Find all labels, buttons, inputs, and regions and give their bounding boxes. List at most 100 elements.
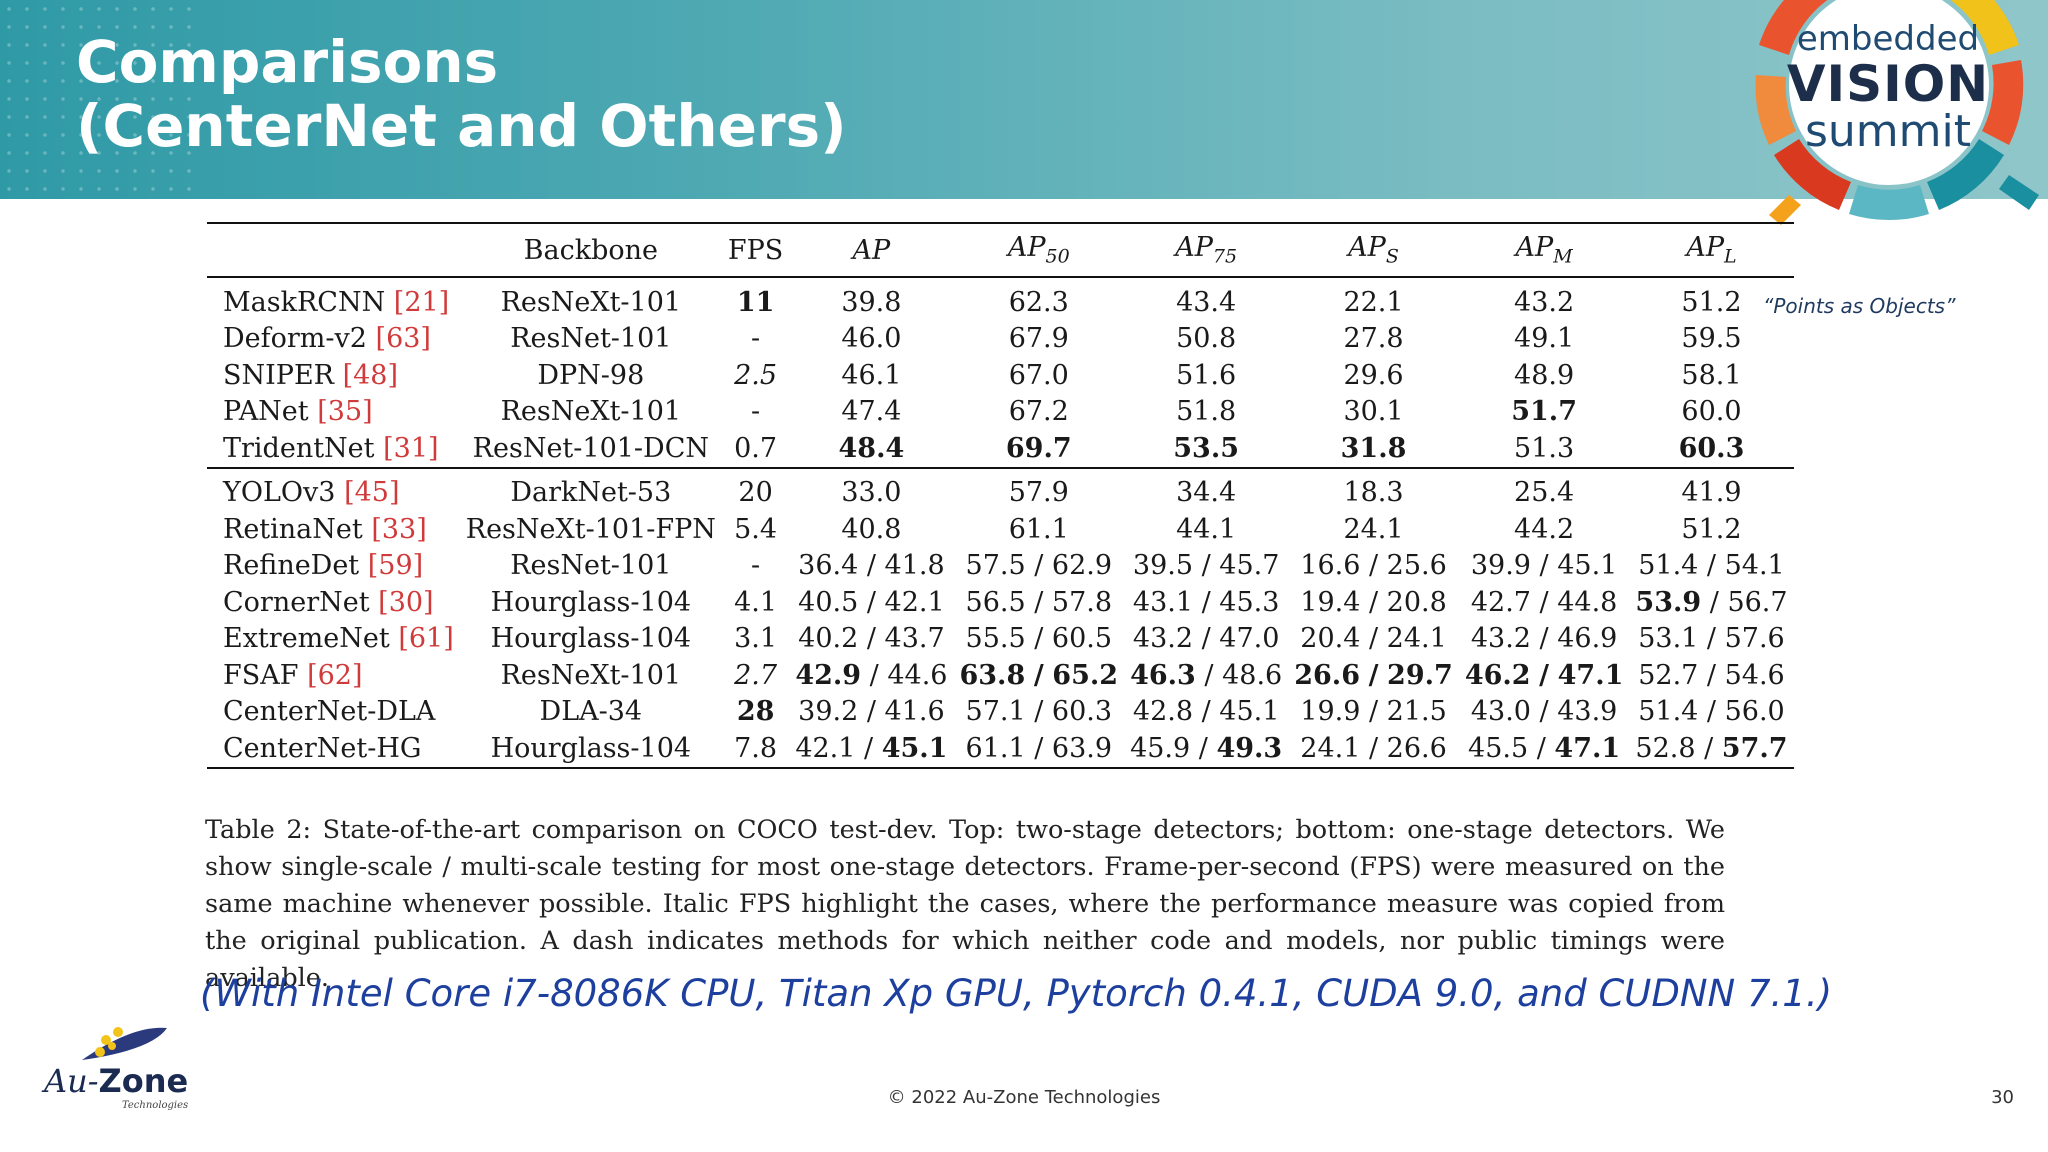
page-number: 30 xyxy=(1991,1087,2014,1108)
side-note: “Points as Objects” xyxy=(1763,294,1956,318)
ap-cell: 40.2 / 43.7 xyxy=(798,623,945,655)
apl-cell: 51.4 / 54.1 xyxy=(1638,550,1785,582)
table-row: TridentNet [31] ResNet-101-DCN 0.7 48.4 … xyxy=(207,430,1794,468)
ap50-cell: 56.5 / 57.8 xyxy=(965,586,1113,618)
aps-cell: 22.1 xyxy=(1343,286,1404,318)
au-zone-logo: Au-Zone Technologies xyxy=(42,1020,202,1115)
ap75-cell: 43.1 / 45.3 xyxy=(1132,586,1280,618)
table-row: MaskRCNN [21] ResNeXt-101 11 39.8 62.3 4… xyxy=(207,277,1794,321)
method-cell: ExtremeNet [61] xyxy=(223,623,454,655)
ap50-cell: 69.7 xyxy=(1005,432,1072,464)
aps-cell: 31.8 xyxy=(1340,432,1407,464)
apl-cell: 51.4 / 56.0 xyxy=(1638,696,1785,728)
fps-cell: 28 xyxy=(736,696,775,728)
table-row: FSAF [62] ResNeXt-101 2.7 42.9 / 44.6 63… xyxy=(207,657,1794,694)
ap75-cell: 51.8 xyxy=(1176,396,1237,428)
apm-cell: 42.7 / 44.8 xyxy=(1470,586,1618,618)
apl-cell: 52.7 / 54.6 xyxy=(1638,659,1785,691)
au-zone-wordmark: Au-Zone xyxy=(44,1062,189,1100)
ap75-cell: 53.5 xyxy=(1173,432,1240,464)
ap75-cell: 34.4 xyxy=(1176,477,1237,509)
fps-cell: 11 xyxy=(736,286,775,318)
apm-cell: 43.2 xyxy=(1514,286,1575,318)
ap50-cell: 61.1 / 63.9 xyxy=(965,732,1113,764)
aps-cell: 26.6 / 29.7 xyxy=(1294,659,1453,691)
embedded-vision-summit-logo xyxy=(1730,0,2048,245)
ap-cell: 47.4 xyxy=(841,396,902,428)
apm-cell: 49.1 xyxy=(1514,323,1575,355)
method-cell: RetinaNet [33] xyxy=(223,513,427,545)
header-apl: APL xyxy=(1686,232,1737,268)
backbone-cell: ResNet-101-DCN xyxy=(472,432,709,464)
slide-title-line1: Comparisons xyxy=(76,28,499,96)
table-header-row: Backbone FPS AP AP50 AP75 APS APM APL xyxy=(207,223,1794,277)
method-cell: CenterNet-HG xyxy=(223,732,422,764)
aps-cell: 24.1 xyxy=(1343,513,1404,545)
ap-cell: 33.0 xyxy=(841,477,902,509)
method-cell: CornerNet [30] xyxy=(223,586,434,618)
method-cell: Deform-v2 [63] xyxy=(223,323,431,355)
ap75-cell: 43.4 xyxy=(1176,286,1237,318)
table-row: YOLOv3 [45] DarkNet-53 20 33.0 57.9 34.4… xyxy=(207,468,1794,512)
ap50-cell: 57.1 / 60.3 xyxy=(965,696,1113,728)
fps-cell: 20 xyxy=(738,477,773,509)
backbone-cell: DLA-34 xyxy=(539,696,643,728)
method-cell: SNIPER [48] xyxy=(223,359,399,391)
table-row: CenterNet-DLA DLA-34 28 39.2 / 41.6 57.1… xyxy=(207,694,1794,731)
backbone-cell: DPN-98 xyxy=(537,359,645,391)
fps-cell: 3.1 xyxy=(734,623,778,655)
fps-cell: 2.5 xyxy=(734,359,778,391)
ap75-cell: 46.3 / 48.6 xyxy=(1130,659,1283,691)
ap75-cell: 45.9 / 49.3 xyxy=(1130,732,1283,764)
table-row: CenterNet-HG Hourglass-104 7.8 42.1 / 45… xyxy=(207,730,1794,768)
apm-cell: 46.2 / 47.1 xyxy=(1464,659,1624,691)
ap-cell: 48.4 xyxy=(838,432,905,464)
ap50-cell: 67.0 xyxy=(1008,359,1069,391)
apm-cell: 43.0 / 43.9 xyxy=(1470,696,1618,728)
ap50-cell: 67.2 xyxy=(1008,396,1069,428)
ap-cell: 39.8 xyxy=(841,286,902,318)
ap75-cell: 43.2 / 47.0 xyxy=(1132,623,1280,655)
fps-cell: - xyxy=(751,396,761,428)
footer-copyright: © 2022 Au-Zone Technologies xyxy=(887,1087,1161,1108)
fps-cell: 7.8 xyxy=(734,732,778,764)
hardware-note: (With Intel Core i7-8086K CPU, Titan Xp … xyxy=(200,972,1833,1015)
comparison-table-wrap: Backbone FPS AP AP50 AP75 APS APM APL Ma… xyxy=(207,222,1794,769)
header-aps: APS xyxy=(1348,232,1399,268)
ap50-cell: 57.9 xyxy=(1008,477,1069,509)
ap75-cell: 42.8 / 45.1 xyxy=(1132,696,1280,728)
backbone-cell: ResNeXt-101-FPN xyxy=(465,513,716,545)
aps-cell: 20.4 / 24.1 xyxy=(1300,623,1447,655)
table-row: Deform-v2 [63] ResNet-101 - 46.0 67.9 50… xyxy=(207,321,1794,358)
one-stage-detectors: YOLOv3 [45] DarkNet-53 20 33.0 57.9 34.4… xyxy=(207,467,1794,768)
apm-cell: 51.3 xyxy=(1514,432,1575,464)
slide-title: Comparisons (CenterNet and Others) xyxy=(76,30,847,158)
apl-cell: 58.1 xyxy=(1681,359,1742,391)
logo-line-embedded: embedded xyxy=(1796,19,1980,59)
ap-cell: 42.9 / 44.6 xyxy=(795,659,948,691)
ap50-cell: 67.9 xyxy=(1008,323,1069,355)
table-row: SNIPER [48] DPN-98 2.5 46.1 67.0 51.6 29… xyxy=(207,357,1794,394)
ap-cell: 46.1 xyxy=(841,359,902,391)
slide-title-line2: (CenterNet and Others) xyxy=(76,92,847,160)
apm-cell: 51.7 xyxy=(1511,396,1577,428)
ap75-cell: 51.6 xyxy=(1176,359,1237,391)
header-ap: AP xyxy=(852,234,891,266)
fps-cell: 4.1 xyxy=(734,586,778,618)
header-fps: FPS xyxy=(727,234,784,266)
apl-cell: 51.2 xyxy=(1681,286,1742,318)
apl-cell: 60.3 xyxy=(1678,432,1745,464)
slide-header: Comparisons (CenterNet and Others) xyxy=(0,0,2048,199)
apm-cell: 39.9 / 45.1 xyxy=(1470,550,1618,582)
table-row: RetinaNet [33] ResNeXt-101-FPN 5.4 40.8 … xyxy=(207,511,1794,548)
method-cell: MaskRCNN [21] xyxy=(223,286,450,318)
apl-cell: 53.9 / 56.7 xyxy=(1635,586,1788,618)
table-row: RefineDet [59] ResNet-101 - 36.4 / 41.8 … xyxy=(207,548,1794,585)
method-cell: TridentNet [31] xyxy=(223,432,439,464)
apl-cell: 51.2 xyxy=(1681,513,1742,545)
logo-ring-icon xyxy=(1755,0,2039,225)
backbone-cell: ResNeXt-101 xyxy=(500,659,682,691)
apl-cell: 59.5 xyxy=(1681,323,1742,355)
aps-cell: 18.3 xyxy=(1343,477,1404,509)
ap-cell: 42.1 / 45.1 xyxy=(795,732,948,764)
